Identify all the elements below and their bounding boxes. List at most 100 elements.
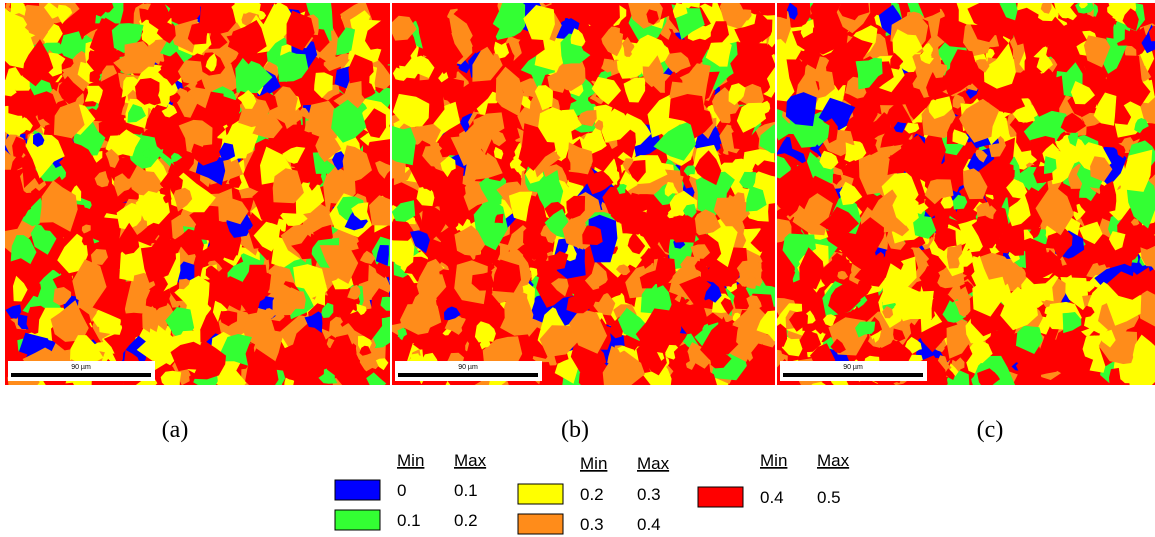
grain	[705, 42, 732, 67]
grain	[279, 344, 320, 385]
orientation-map: 90 µm	[392, 3, 775, 385]
grain	[900, 134, 931, 183]
grain	[880, 127, 899, 148]
grain	[839, 237, 878, 270]
grain	[333, 77, 366, 117]
grain	[944, 368, 955, 380]
grain	[417, 272, 447, 305]
grain	[719, 3, 748, 30]
grain	[560, 33, 591, 65]
grain	[392, 125, 416, 166]
grain	[948, 49, 979, 85]
grain	[499, 287, 534, 336]
grain	[304, 311, 323, 333]
grain	[272, 168, 304, 204]
grain	[30, 229, 57, 255]
legend-header: Max	[454, 451, 487, 470]
grain	[893, 121, 907, 133]
grain	[39, 180, 78, 232]
grain	[777, 266, 796, 290]
grain	[179, 278, 191, 290]
grain	[828, 280, 861, 316]
grain	[237, 90, 257, 109]
grain	[100, 3, 114, 13]
grain	[536, 170, 564, 210]
grain	[475, 3, 501, 26]
grain	[470, 22, 500, 56]
grain	[586, 170, 614, 195]
grain	[683, 165, 696, 176]
grain	[855, 321, 876, 338]
grain	[375, 245, 389, 266]
grain	[611, 280, 623, 297]
grain	[219, 310, 238, 327]
grain	[554, 56, 586, 91]
grain	[96, 308, 105, 323]
grain	[831, 252, 845, 266]
grain	[146, 3, 172, 31]
grain	[819, 150, 839, 170]
grain	[479, 336, 491, 350]
grain	[983, 43, 1016, 89]
grain	[50, 300, 89, 342]
grain	[591, 76, 622, 105]
grain	[679, 276, 712, 305]
grain	[931, 46, 939, 58]
grain	[636, 342, 662, 370]
grain	[359, 250, 376, 265]
grain	[1134, 118, 1149, 134]
grain	[759, 124, 775, 154]
grain	[1090, 156, 1113, 182]
grain	[363, 108, 386, 138]
grain	[627, 232, 646, 255]
grain	[474, 321, 496, 343]
grain	[734, 23, 756, 50]
grain	[641, 253, 654, 269]
grain	[534, 85, 553, 111]
grain	[1083, 35, 1111, 68]
grain	[690, 209, 721, 236]
grain	[221, 239, 239, 261]
grain	[1067, 132, 1079, 147]
grain	[473, 112, 505, 155]
grain	[601, 58, 614, 73]
grain	[324, 334, 360, 380]
grain	[89, 70, 101, 83]
grain	[782, 233, 816, 267]
grain	[491, 3, 526, 40]
grain	[967, 3, 996, 32]
grain	[777, 323, 788, 347]
legend-max: 0.1	[454, 481, 478, 500]
grain	[271, 236, 300, 268]
grain	[382, 3, 390, 17]
grain	[694, 150, 722, 186]
grain	[105, 129, 141, 157]
grain	[113, 41, 153, 75]
legend-max: 0.3	[637, 485, 661, 504]
grain	[299, 107, 310, 120]
grain	[959, 98, 1000, 143]
grain	[375, 160, 390, 179]
grain	[392, 15, 417, 41]
grain	[566, 294, 592, 314]
legend-swatch	[517, 483, 564, 505]
grain	[700, 321, 738, 363]
grain	[57, 233, 88, 274]
grain	[735, 43, 775, 87]
grain	[745, 185, 767, 212]
scale-bar-label: 90 µm	[71, 364, 91, 371]
grain	[954, 294, 973, 317]
grain	[577, 110, 597, 127]
grain	[538, 107, 573, 144]
grain	[904, 122, 920, 134]
grain	[1015, 325, 1043, 354]
grain	[418, 12, 452, 57]
legend-header: Min	[760, 451, 787, 470]
grain	[735, 9, 752, 21]
grain	[97, 18, 115, 35]
grain	[473, 196, 508, 251]
grain	[674, 301, 708, 334]
grain	[838, 3, 870, 21]
grain	[59, 31, 83, 60]
